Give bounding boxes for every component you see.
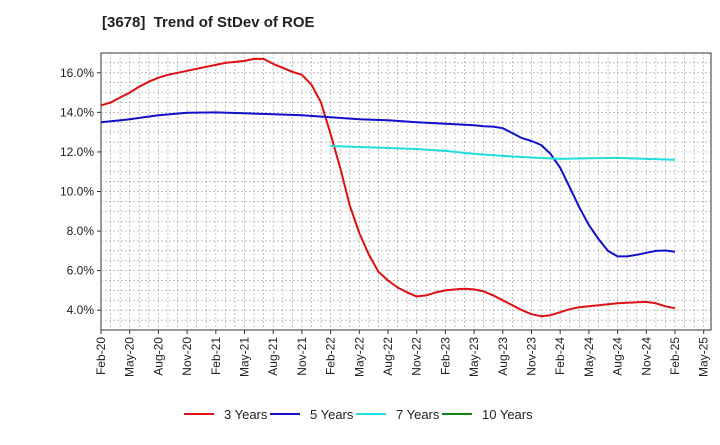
x-tick-label: May-21 — [238, 337, 252, 377]
x-tick-label: Feb-23 — [438, 337, 452, 375]
x-tick-label: Aug-22 — [381, 337, 395, 376]
x-tick-label: Aug-23 — [496, 337, 510, 376]
axes: 4.0% 6.0% 8.0% 10.0% 12.0% 14.0% 16.0% Feb-20 Ma… — [60, 66, 711, 377]
x-tick-label: Nov-20 — [180, 337, 194, 376]
grid — [101, 53, 711, 330]
x-tick-label: Feb-20 — [94, 337, 108, 375]
y-tick-label: 4.0% — [67, 303, 95, 317]
y-tick-label: 12.0% — [60, 145, 94, 159]
x-tick-label: Aug-21 — [266, 337, 280, 376]
series-line-5-years — [100, 111, 676, 258]
x-tick-label: May-23 — [467, 337, 481, 377]
chart-title: [3678] Trend of StDev of ROE — [102, 14, 315, 31]
legend-label: 7 Years — [396, 407, 440, 422]
y-tick-label: 14.0% — [60, 105, 94, 119]
y-tick-label: 6.0% — [67, 264, 95, 278]
x-tick-label: Aug-24 — [611, 337, 625, 376]
x-tick-label: Feb-25 — [668, 337, 682, 375]
y-tick-label: 8.0% — [67, 224, 95, 238]
y-tick-label: 16.0% — [60, 66, 94, 80]
x-tick-label: Aug-20 — [151, 337, 165, 376]
x-tick-label: Feb-22 — [324, 337, 338, 375]
legend: 3 Years 5 Years 7 Years 10 Years — [184, 407, 533, 422]
series-line-7-years — [330, 145, 676, 161]
y-tick-label: 10.0% — [60, 185, 94, 199]
x-tick-label: May-24 — [582, 337, 596, 377]
x-tick-label: May-20 — [123, 337, 137, 377]
x-tick-label: Feb-21 — [209, 337, 223, 375]
legend-label: 10 Years — [482, 407, 533, 422]
series-group — [100, 57, 676, 318]
legend-label: 3 Years — [224, 407, 268, 422]
x-tick-label: Nov-22 — [410, 337, 424, 376]
series-line-3-years — [100, 57, 676, 318]
x-tick-label: Nov-24 — [639, 337, 653, 376]
x-tick-label: Nov-23 — [525, 337, 539, 376]
x-tick-label: May-22 — [352, 337, 366, 377]
x-tick-label: Nov-21 — [295, 337, 309, 376]
legend-label: 5 Years — [310, 407, 354, 422]
x-tick-label: Feb-24 — [553, 337, 567, 375]
x-tick-label: May-25 — [697, 337, 711, 377]
